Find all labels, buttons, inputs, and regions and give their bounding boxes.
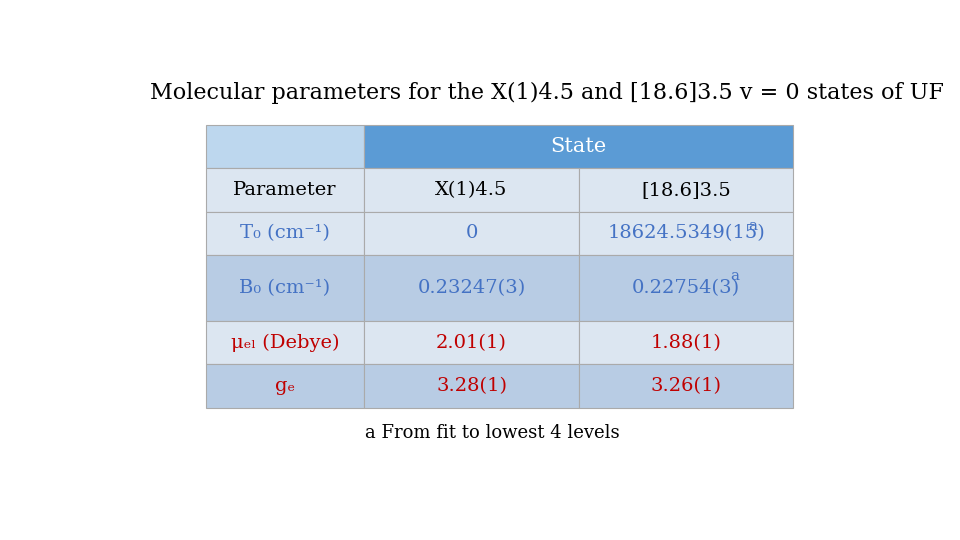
- Text: B₀ (cm⁻¹): B₀ (cm⁻¹): [239, 279, 330, 297]
- Bar: [364, 212, 579, 255]
- Text: a From fit to lowest 4 levels: a From fit to lowest 4 levels: [365, 424, 619, 442]
- Bar: [579, 364, 793, 408]
- Text: Parameter: Parameter: [233, 181, 337, 199]
- Bar: [364, 364, 579, 408]
- Text: [18.6]3.5: [18.6]3.5: [641, 181, 731, 199]
- Bar: [205, 321, 364, 365]
- Bar: [205, 125, 364, 168]
- Bar: [579, 168, 793, 212]
- Text: 0.23247(3): 0.23247(3): [418, 279, 526, 297]
- Text: a: a: [749, 219, 757, 233]
- Text: μₑₗ (Debye): μₑₗ (Debye): [230, 334, 339, 352]
- Text: gₑ: gₑ: [275, 377, 295, 395]
- Bar: [205, 212, 364, 255]
- Bar: [579, 212, 793, 255]
- Text: 2.01(1): 2.01(1): [436, 334, 507, 352]
- Text: State: State: [551, 137, 607, 156]
- Bar: [205, 364, 364, 408]
- Bar: [579, 255, 793, 321]
- Text: 1.88(1): 1.88(1): [651, 334, 722, 352]
- Text: 0: 0: [466, 225, 478, 242]
- Text: 3.28(1): 3.28(1): [436, 377, 507, 395]
- Bar: [364, 168, 579, 212]
- Text: 3.26(1): 3.26(1): [651, 377, 722, 395]
- Bar: [364, 321, 579, 365]
- Bar: [579, 321, 793, 365]
- Bar: [364, 255, 579, 321]
- Bar: [205, 168, 364, 212]
- Text: T₀ (cm⁻¹): T₀ (cm⁻¹): [240, 225, 330, 242]
- Text: 0.22754(3): 0.22754(3): [632, 279, 740, 297]
- Text: 18624.5349(15): 18624.5349(15): [607, 225, 765, 242]
- Text: X(1)4.5: X(1)4.5: [435, 181, 508, 199]
- Text: a: a: [731, 269, 740, 284]
- Bar: [205, 255, 364, 321]
- Text: Molecular parameters for the X(1)4.5 and [18.6]3.5 v = 0 states of UF: Molecular parameters for the X(1)4.5 and…: [150, 82, 944, 104]
- Bar: [364, 125, 793, 168]
